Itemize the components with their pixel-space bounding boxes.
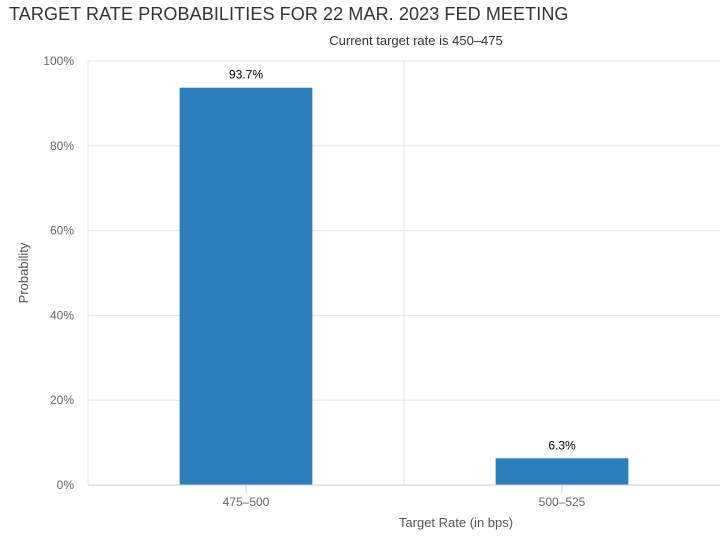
bar [179,87,313,485]
y-axis-title: Probability [16,242,31,303]
y-tick-label: 60% [50,224,74,238]
x-axis-ticks: 475–500 500–525 [223,485,586,509]
x-tick-label: 475–500 [223,495,270,509]
bar-value-label: 93.7% [229,68,263,82]
y-axis-ticks: 0% 20% 40% 60% 80% 100% [43,54,74,492]
y-tick-label: 100% [43,54,74,68]
bars [179,87,629,485]
y-tick-label: 0% [57,478,75,492]
chart-title: TARGET RATE PROBABILITIES FOR 22 MAR. 20… [9,4,569,24]
x-axis-title: Target Rate (in bps) [399,515,513,530]
chart-subtitle: Current target rate is 450–475 [329,33,503,48]
y-tick-label: 20% [50,393,74,407]
x-tick-label: 500–525 [539,495,586,509]
bar [495,458,629,485]
bar-value-label: 6.3% [548,438,576,452]
y-tick-label: 80% [50,139,74,153]
y-tick-label: 40% [50,308,74,322]
data-labels: 93.7% 6.3% [229,68,576,453]
